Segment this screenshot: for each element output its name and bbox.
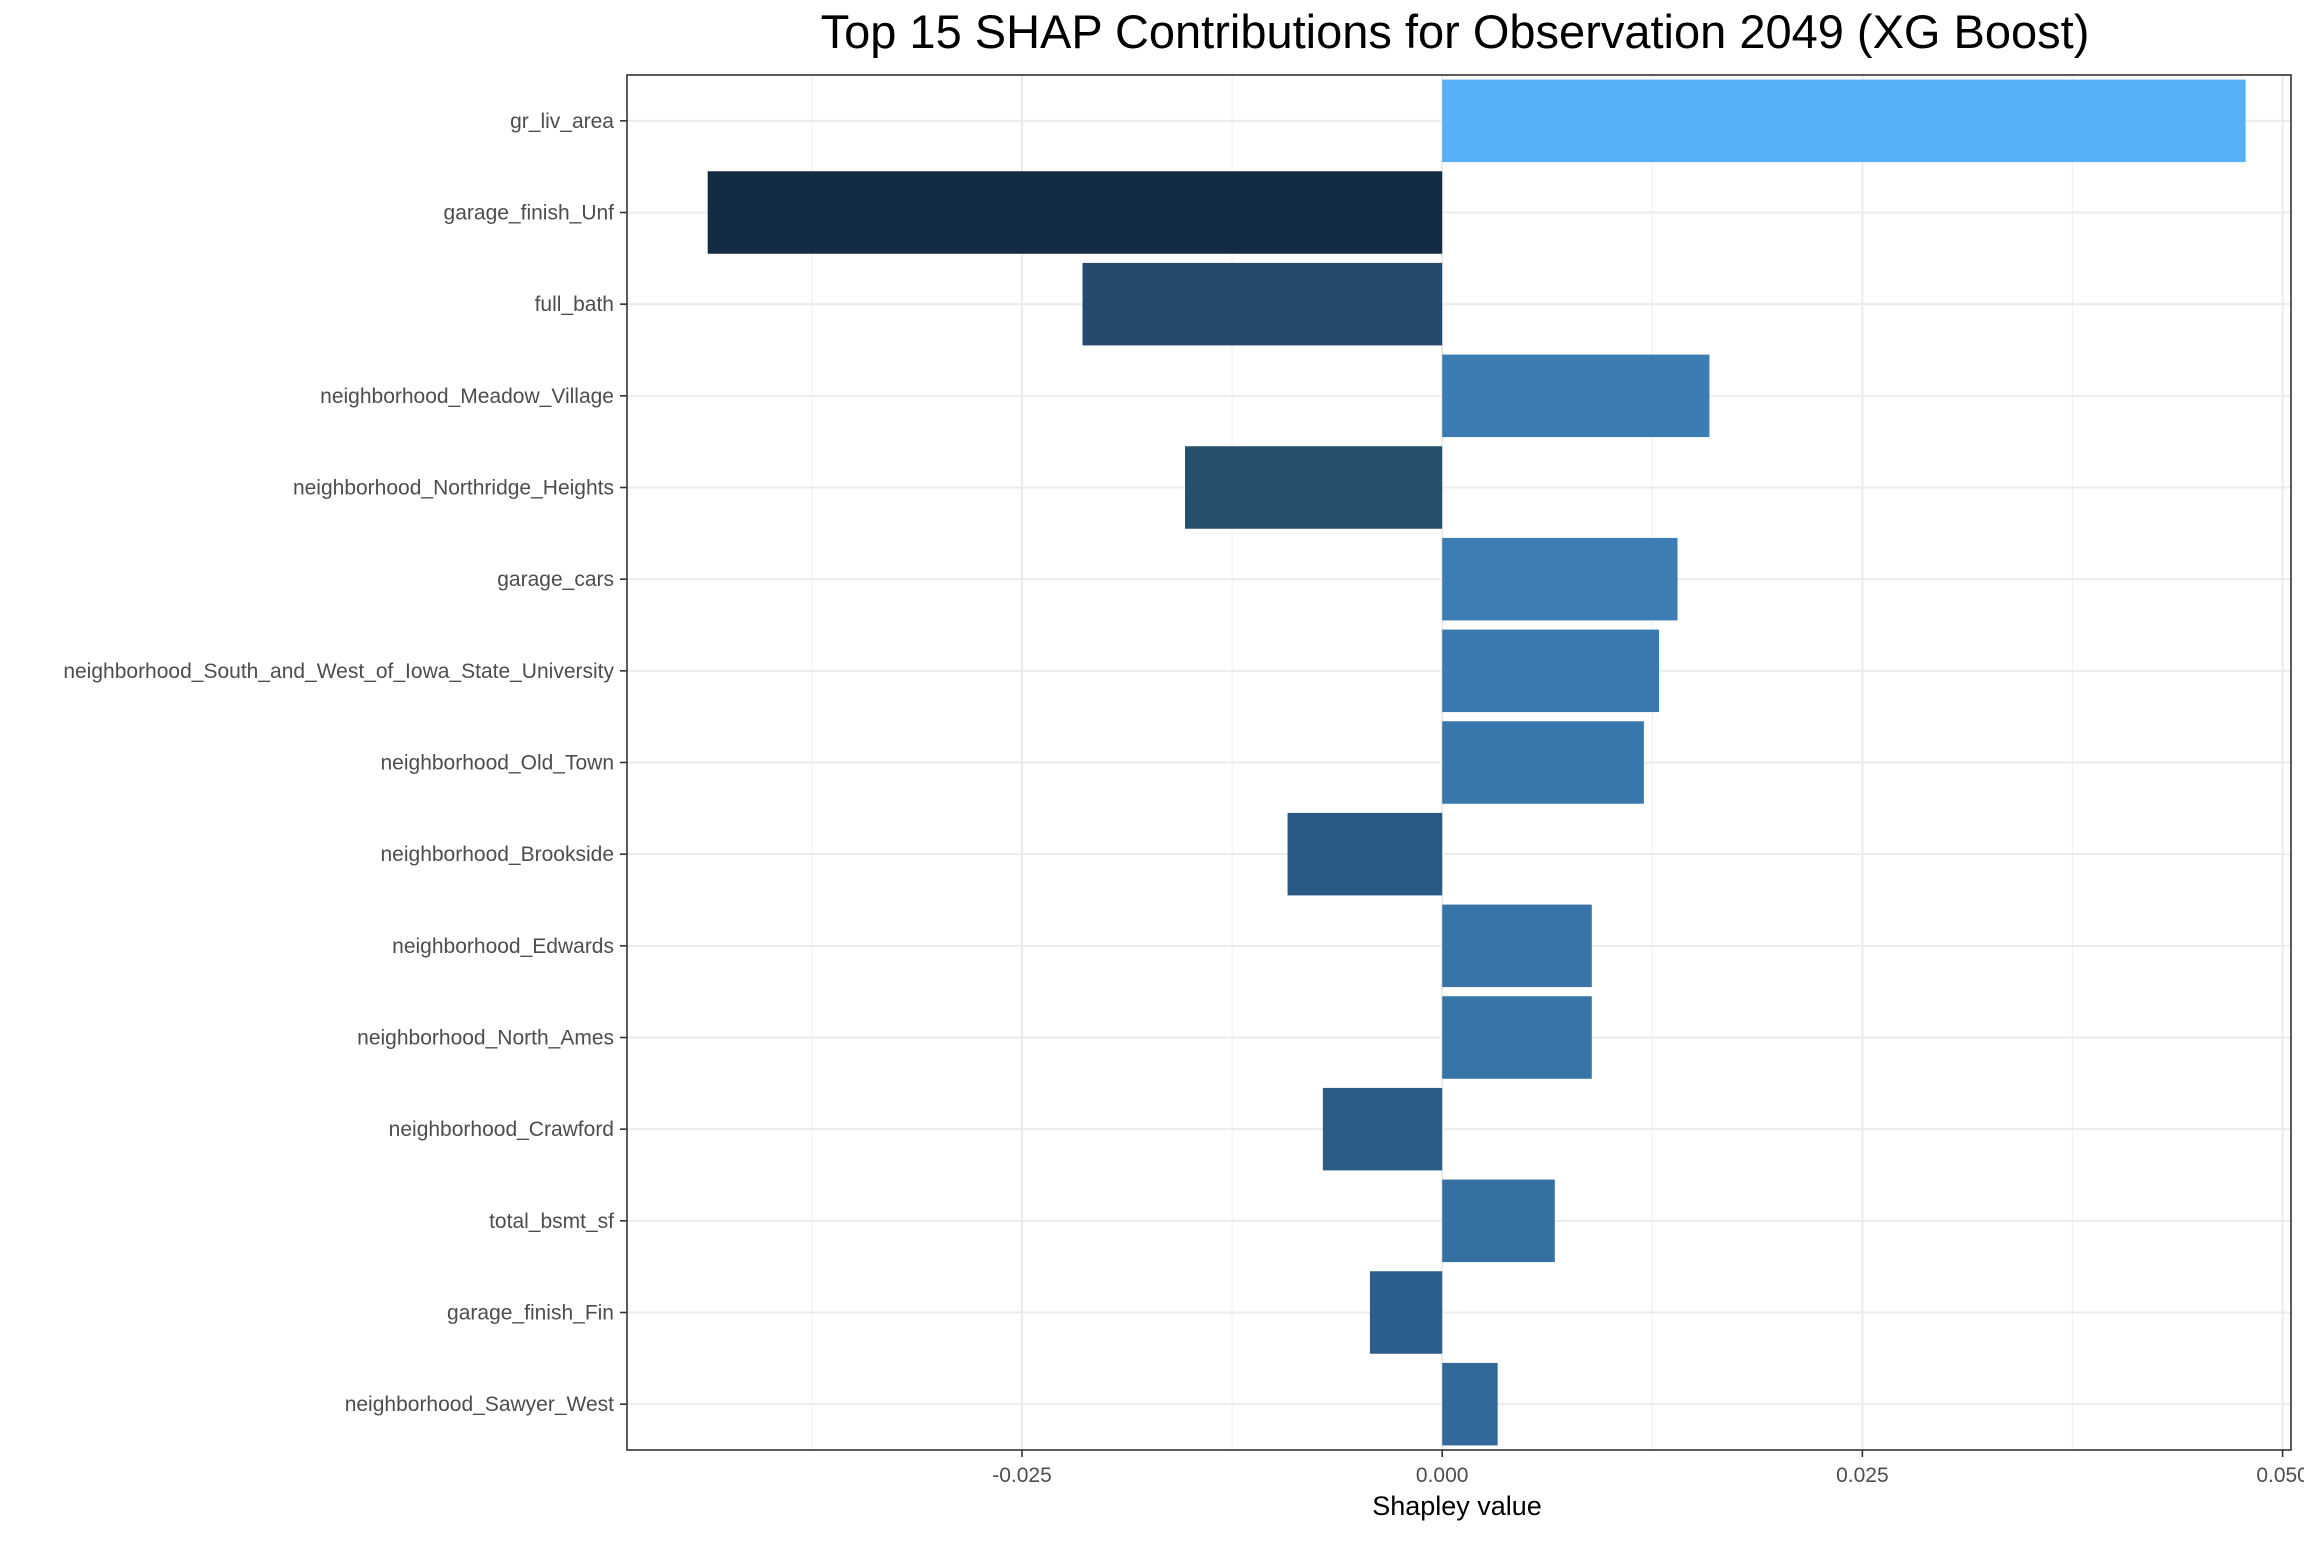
bar-garage_finish_Unf — [707, 171, 1443, 254]
bar-neighborhood_Crawford — [1322, 1087, 1443, 1171]
category-label: neighborhood_Northridge_Heights — [293, 477, 614, 500]
category-label: neighborhood_Sawyer_West — [345, 1393, 614, 1416]
category-label: neighborhood_South_and_West_of_Iowa_Stat… — [63, 660, 614, 683]
x-axis-title: Shapley value — [1372, 1491, 1542, 1521]
category-label: neighborhood_Brookside — [380, 843, 614, 866]
bar-garage_cars — [1442, 537, 1678, 621]
category-label: total_bsmt_sf — [489, 1210, 614, 1233]
bar-neighborhood_North_Ames — [1442, 996, 1592, 1079]
category-label: neighborhood_Crawford — [389, 1118, 614, 1141]
bar-gr_liv_area — [1442, 79, 2246, 163]
x-tick-label: -0.025 — [992, 1464, 1052, 1487]
category-label: gr_liv_area — [510, 110, 614, 133]
bar-total_bsmt_sf — [1442, 1179, 1555, 1263]
category-label: garage_cars — [497, 568, 614, 591]
bar-full_bath — [1082, 262, 1443, 346]
bar-neighborhood_Sawyer_West — [1442, 1362, 1498, 1446]
category-label: neighborhood_Old_Town — [380, 752, 614, 775]
x-tick-label: 0.025 — [1836, 1464, 1889, 1487]
category-label: garage_finish_Unf — [444, 202, 615, 225]
bar-neighborhood_Edwards — [1442, 904, 1592, 988]
bar-layer — [707, 79, 2246, 1446]
bar-neighborhood_Meadow_Village — [1442, 354, 1710, 438]
category-label: full_bath — [535, 293, 614, 316]
category-label: neighborhood_North_Ames — [357, 1027, 614, 1050]
category-label: neighborhood_Meadow_Village — [320, 385, 614, 408]
bar-neighborhood_Brookside — [1287, 812, 1443, 896]
x-axis-ticks: -0.025 0.000 0.025 0.050 — [992, 1450, 2304, 1487]
bar-neighborhood_Old_Town — [1442, 721, 1644, 804]
category-label: neighborhood_Edwards — [392, 935, 614, 958]
x-tick-label: 0.050 — [2256, 1464, 2304, 1487]
bar-neighborhood_South_and_West_of_Iowa_State_University — [1442, 629, 1660, 713]
bar-neighborhood_Northridge_Heights — [1185, 446, 1443, 529]
bar-garage_finish_Fin — [1369, 1271, 1443, 1354]
category-label: garage_finish_Fin — [447, 1302, 614, 1325]
x-tick-label: 0.000 — [1416, 1464, 1469, 1487]
chart-title: Top 15 SHAP Contributions for Observatio… — [821, 5, 2090, 58]
category-labels: gr_liv_area garage_finish_Unf full_bathnei… — [63, 110, 627, 1416]
